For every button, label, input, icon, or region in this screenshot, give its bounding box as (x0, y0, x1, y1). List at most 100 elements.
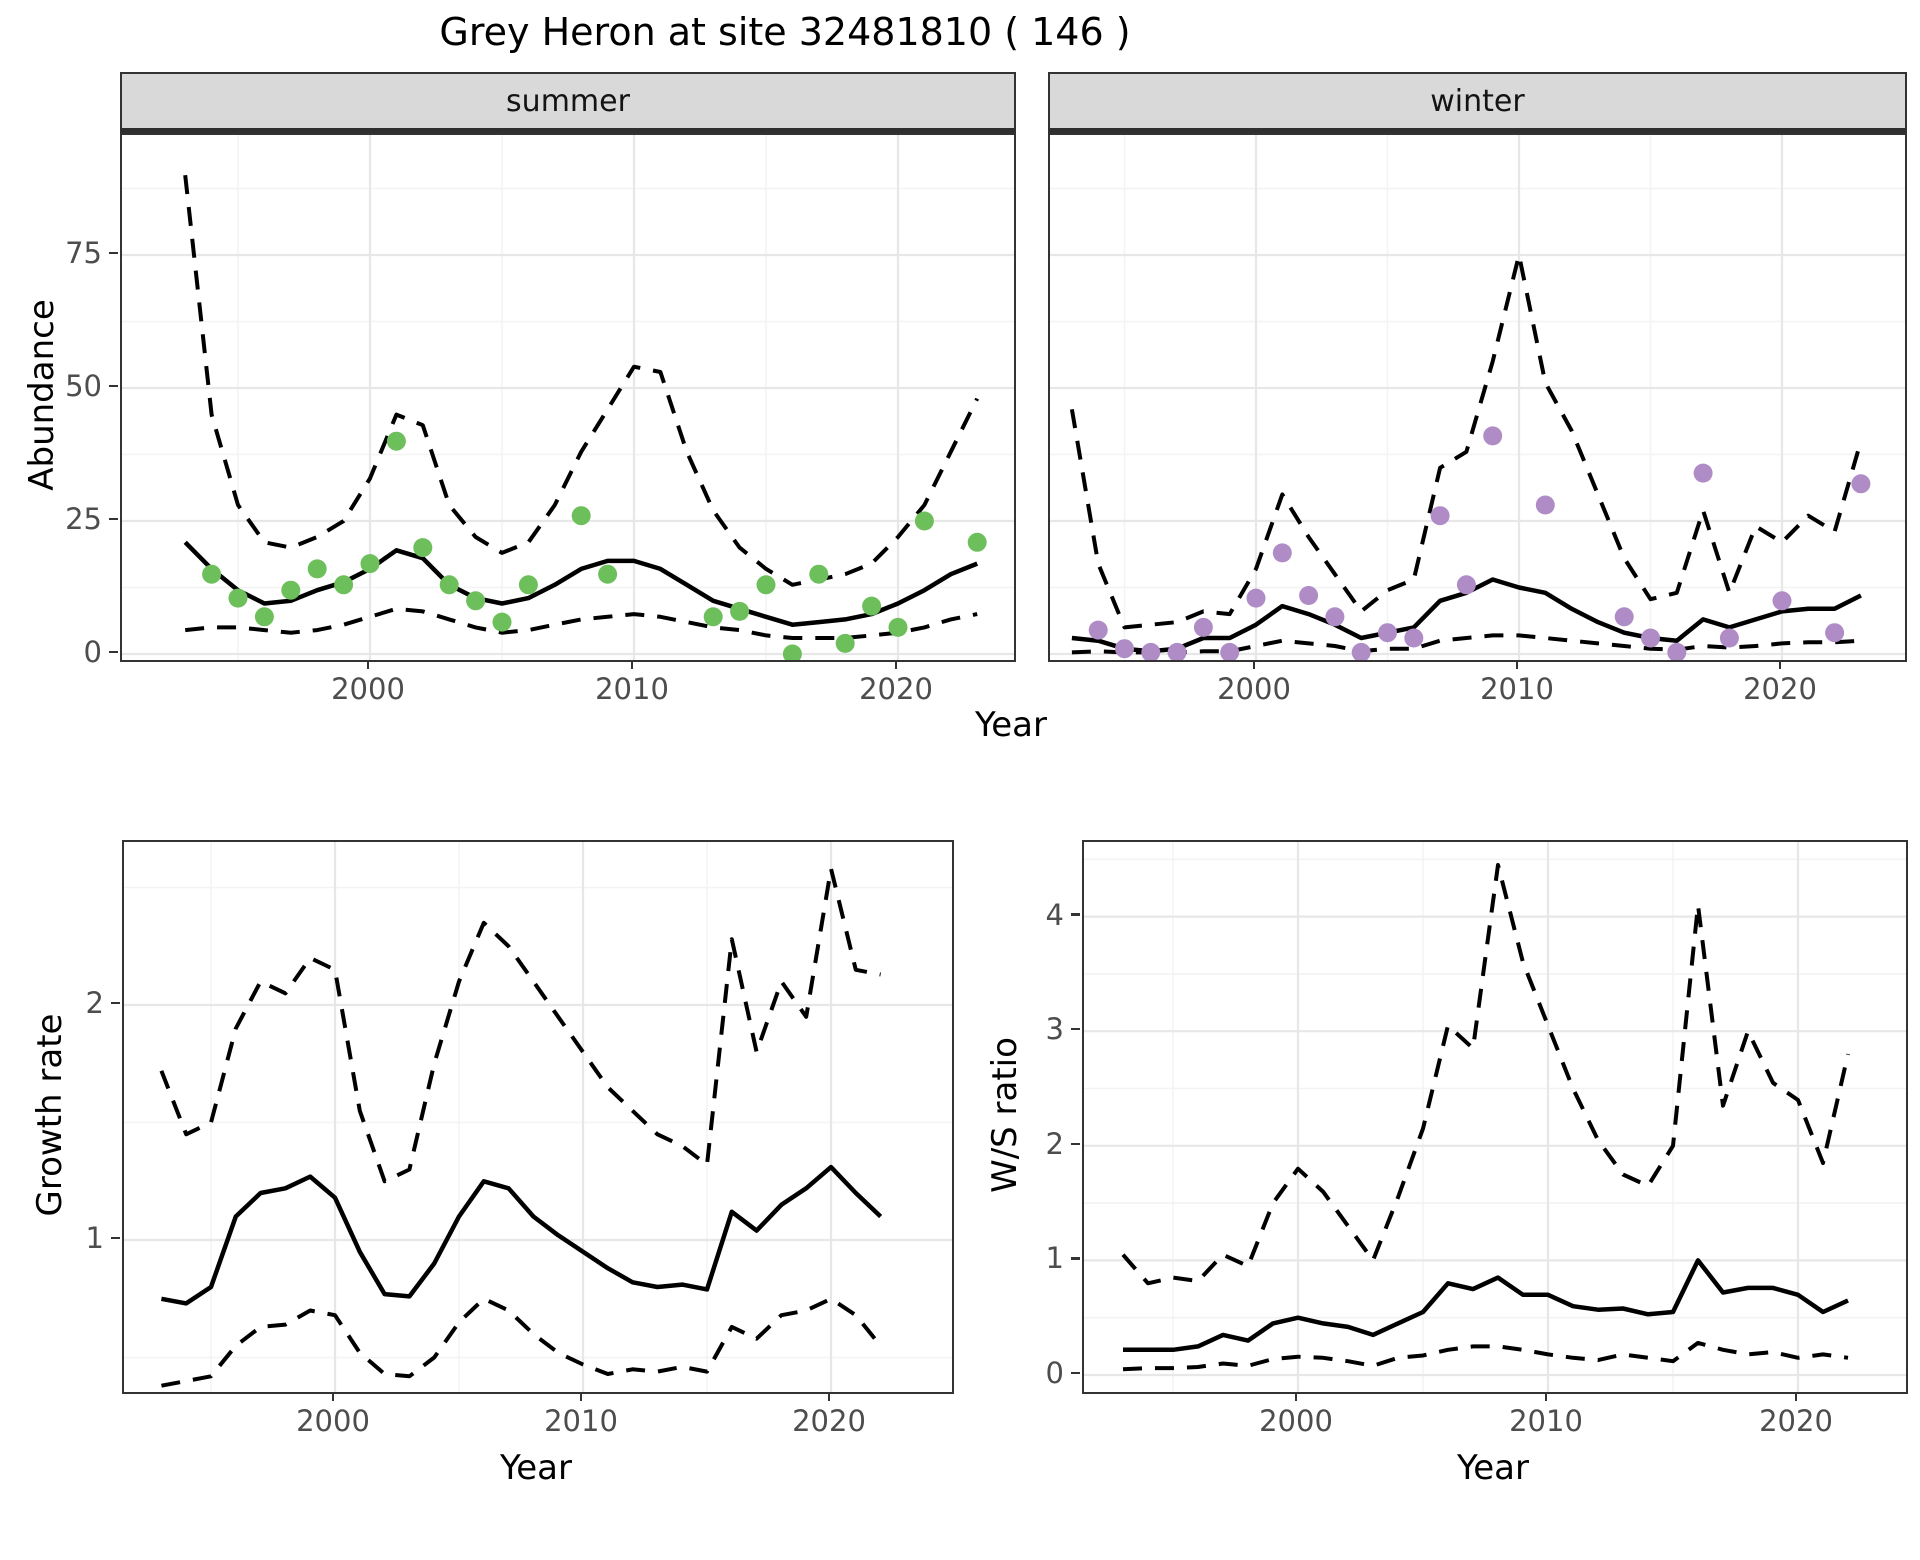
facet-strip-summer: summer (120, 72, 1016, 133)
observed-point (439, 575, 459, 595)
observed-point (730, 601, 750, 621)
observed-point (1088, 620, 1108, 640)
growth-x-axis-title: Year (500, 1448, 572, 1488)
confidence-interval-line (161, 1296, 883, 1388)
observed-point (1299, 586, 1319, 605)
observed-point (334, 575, 354, 595)
winter-panel-chart (1048, 133, 1907, 662)
observed-point (386, 431, 406, 451)
observed-point (1141, 642, 1161, 660)
summer-panel-chart (120, 133, 1016, 662)
x-axis-tick-label: 2020 (1759, 1404, 1833, 1438)
y-axis-tick (1071, 913, 1080, 916)
y-axis-tick (111, 1001, 120, 1005)
x-axis-tick-label: 2010 (1509, 1404, 1583, 1438)
figure-title: Grey Heron at site 32481810 ( 146 ) (439, 10, 1131, 54)
observed-point (967, 532, 987, 552)
observed-point (1325, 607, 1345, 627)
confidence-interval-line (1121, 863, 1850, 1286)
observed-point (518, 575, 538, 595)
ws-y-axis-title: W/S ratio (985, 1037, 1025, 1193)
observed-point (1193, 617, 1213, 637)
growth-rate-panel-chart (122, 840, 954, 1394)
x-axis-tick (1515, 660, 1519, 669)
y-axis-tick-label: 3 (1045, 1012, 1064, 1047)
x-axis-tick (366, 660, 370, 669)
y-axis-tick (1071, 1257, 1080, 1260)
observed-point (1115, 639, 1134, 659)
y-axis-tick-label: 2 (1045, 1126, 1064, 1161)
y-axis-tick (109, 384, 118, 388)
x-axis-tick (827, 1392, 831, 1401)
facet-strip-winter: winter (1048, 72, 1907, 133)
observed-point (1772, 591, 1792, 611)
x-axis-tick-label: 2020 (792, 1404, 866, 1438)
abundance-y-axis-title: Abundance (22, 299, 62, 491)
x-axis-tick-label: 2010 (595, 672, 669, 706)
observed-point (809, 564, 829, 584)
y-axis-tick-label: 0 (83, 635, 102, 669)
observed-point (1220, 642, 1240, 660)
y-axis-tick (1071, 1142, 1080, 1146)
y-axis-tick (109, 251, 118, 255)
facet-strip-summer-label: summer (506, 83, 630, 119)
x-axis-tick-label: 2020 (859, 672, 933, 706)
observed-point (281, 580, 301, 600)
x-axis-tick (1778, 660, 1782, 669)
y-axis-tick (111, 1236, 120, 1240)
confidence-interval-line (1122, 1340, 1849, 1372)
observed-point (782, 644, 802, 660)
observed-point (360, 554, 380, 574)
x-axis-tick-label: 2000 (1259, 1404, 1333, 1438)
x-axis-tick-label: 2000 (1217, 672, 1291, 706)
confidence-interval-line (1069, 253, 1863, 630)
y-axis-tick-label: 0 (1045, 1356, 1064, 1390)
x-axis-tick-label: 2000 (296, 1404, 370, 1438)
observed-point (1404, 628, 1424, 648)
observed-point (1430, 506, 1450, 526)
observed-point (466, 591, 486, 611)
confidence-interval-line (1071, 633, 1862, 655)
x-axis-tick (1252, 660, 1256, 669)
abundance-x-axis-title: Year (975, 705, 1047, 745)
x-axis-tick-label: 2010 (1480, 672, 1554, 706)
y-axis-tick (1071, 1371, 1080, 1375)
x-axis-tick (1544, 1392, 1548, 1401)
observed-point (862, 596, 882, 616)
confidence-interval-line (159, 866, 881, 1184)
fit-line (1123, 1258, 1849, 1353)
observed-point (228, 588, 248, 608)
fit-line (183, 540, 979, 627)
y-axis-tick-label: 1 (85, 1221, 104, 1255)
x-axis-tick-label: 2000 (331, 672, 405, 706)
growth-y-axis-title: Growth rate (30, 1013, 70, 1217)
observed-point (1246, 588, 1266, 608)
y-axis-tick (109, 650, 118, 654)
observed-point (254, 607, 274, 627)
y-axis-tick (109, 517, 118, 521)
observed-point (1825, 623, 1845, 643)
y-axis-tick-label: 4 (1045, 897, 1064, 932)
y-axis-tick-label: 50 (65, 369, 102, 403)
observed-point (413, 538, 433, 558)
observed-point (1693, 463, 1713, 483)
ws-ratio-panel-chart (1082, 840, 1908, 1394)
x-axis-tick (1794, 1392, 1798, 1401)
observed-point (492, 612, 512, 632)
confidence-interval-line (184, 606, 978, 640)
ws-x-axis-title: Year (1457, 1448, 1529, 1488)
observed-point (202, 564, 222, 584)
y-axis-tick-label: 25 (65, 502, 102, 536)
observed-point (1535, 495, 1555, 515)
x-axis-tick-label: 2010 (544, 1404, 618, 1438)
y-axis-tick-label: 1 (1045, 1241, 1064, 1276)
observed-point (703, 607, 723, 627)
x-axis-tick (331, 1392, 335, 1401)
observed-point (1378, 623, 1397, 643)
observed-point (307, 559, 327, 579)
observed-point (1483, 426, 1503, 446)
observed-point (571, 506, 591, 526)
observed-point (914, 511, 934, 531)
x-axis-tick (630, 660, 634, 669)
